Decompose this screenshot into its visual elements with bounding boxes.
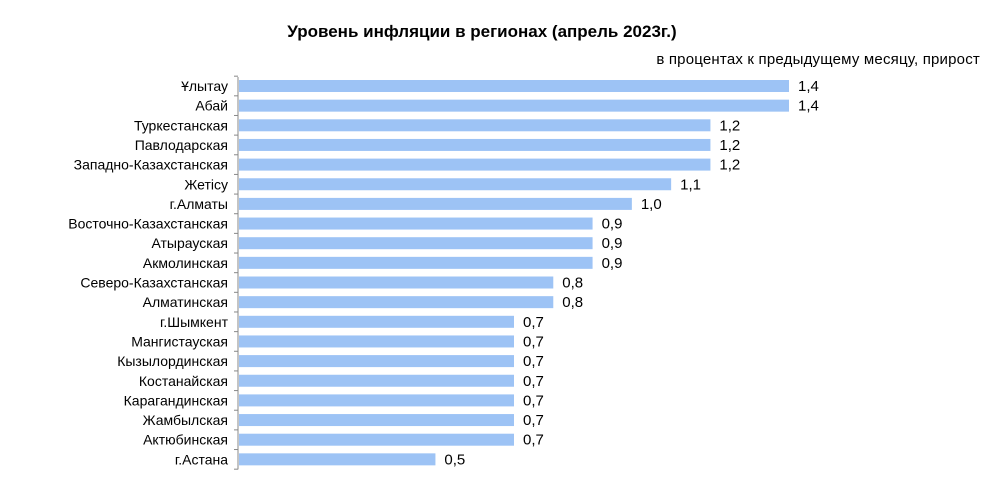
data-label: 0,7 <box>523 432 544 449</box>
category-label: Акмолинская <box>143 255 228 271</box>
category-label: Павлодарская <box>135 137 228 153</box>
data-label: 1,2 <box>719 157 740 174</box>
bar <box>239 119 711 132</box>
category-label: Северо-Казахстанская <box>80 275 228 291</box>
bar <box>239 355 514 368</box>
data-label: 0,7 <box>523 333 544 350</box>
category-label: Атырауская <box>151 235 228 251</box>
data-label: 1,4 <box>798 98 819 115</box>
bar <box>239 197 632 210</box>
bar <box>239 80 789 92</box>
category-label: Карагандинская <box>124 392 228 408</box>
data-label: 1,0 <box>641 196 662 213</box>
data-label: 0,5 <box>444 451 465 468</box>
category-label: Туркестанская <box>134 117 228 133</box>
data-label: 1,1 <box>680 176 701 193</box>
category-label: Абай <box>195 98 228 114</box>
bar <box>239 296 554 309</box>
data-label: 0,7 <box>523 392 544 409</box>
data-label: 0,9 <box>602 255 623 272</box>
bar <box>239 433 514 446</box>
bar <box>239 99 789 112</box>
data-label: 0,7 <box>523 412 544 429</box>
bar <box>239 374 514 387</box>
data-label: 0,8 <box>562 275 583 292</box>
bar <box>239 453 436 466</box>
chart-subtitle: в процентах к предыдущему месяцу, прирос… <box>656 51 980 68</box>
bar <box>239 158 711 171</box>
chart-title: Уровень инфляции в регионах (апрель 2023… <box>287 22 677 41</box>
data-label: 1,4 <box>798 78 819 95</box>
data-label: 0,7 <box>523 353 544 370</box>
category-label: Западно-Казахстанская <box>74 157 228 173</box>
bar <box>239 335 514 348</box>
data-label: 0,9 <box>602 235 623 252</box>
category-label: Восточно-Казахстанская <box>68 216 228 232</box>
data-label: 0,9 <box>602 216 623 233</box>
data-label: 1,2 <box>719 117 740 134</box>
category-label: г.Шымкент <box>160 314 229 330</box>
category-label: г.Астана <box>175 451 228 467</box>
data-label: 0,7 <box>523 314 544 331</box>
category-label: Жамбылская <box>143 412 228 428</box>
bar <box>239 178 672 191</box>
bar <box>239 138 711 151</box>
category-label: Ұлытау <box>181 78 228 94</box>
bar <box>239 237 593 250</box>
category-label: Алматинская <box>143 294 228 310</box>
bar <box>239 276 554 289</box>
data-label: 1,2 <box>719 137 740 154</box>
category-label: Кызылординская <box>117 353 228 369</box>
data-label: 0,7 <box>523 373 544 390</box>
bar <box>239 315 514 328</box>
data-label: 0,8 <box>562 294 583 311</box>
category-label: Жетісу <box>184 176 228 192</box>
bar <box>239 217 593 230</box>
category-label: Мангистауская <box>131 333 228 349</box>
bar <box>239 414 514 427</box>
bar <box>239 394 514 407</box>
category-label: Костанайская <box>139 373 228 389</box>
bar <box>239 256 593 269</box>
category-label: Актюбинская <box>143 432 228 448</box>
category-label: г.Алматы <box>170 196 228 212</box>
